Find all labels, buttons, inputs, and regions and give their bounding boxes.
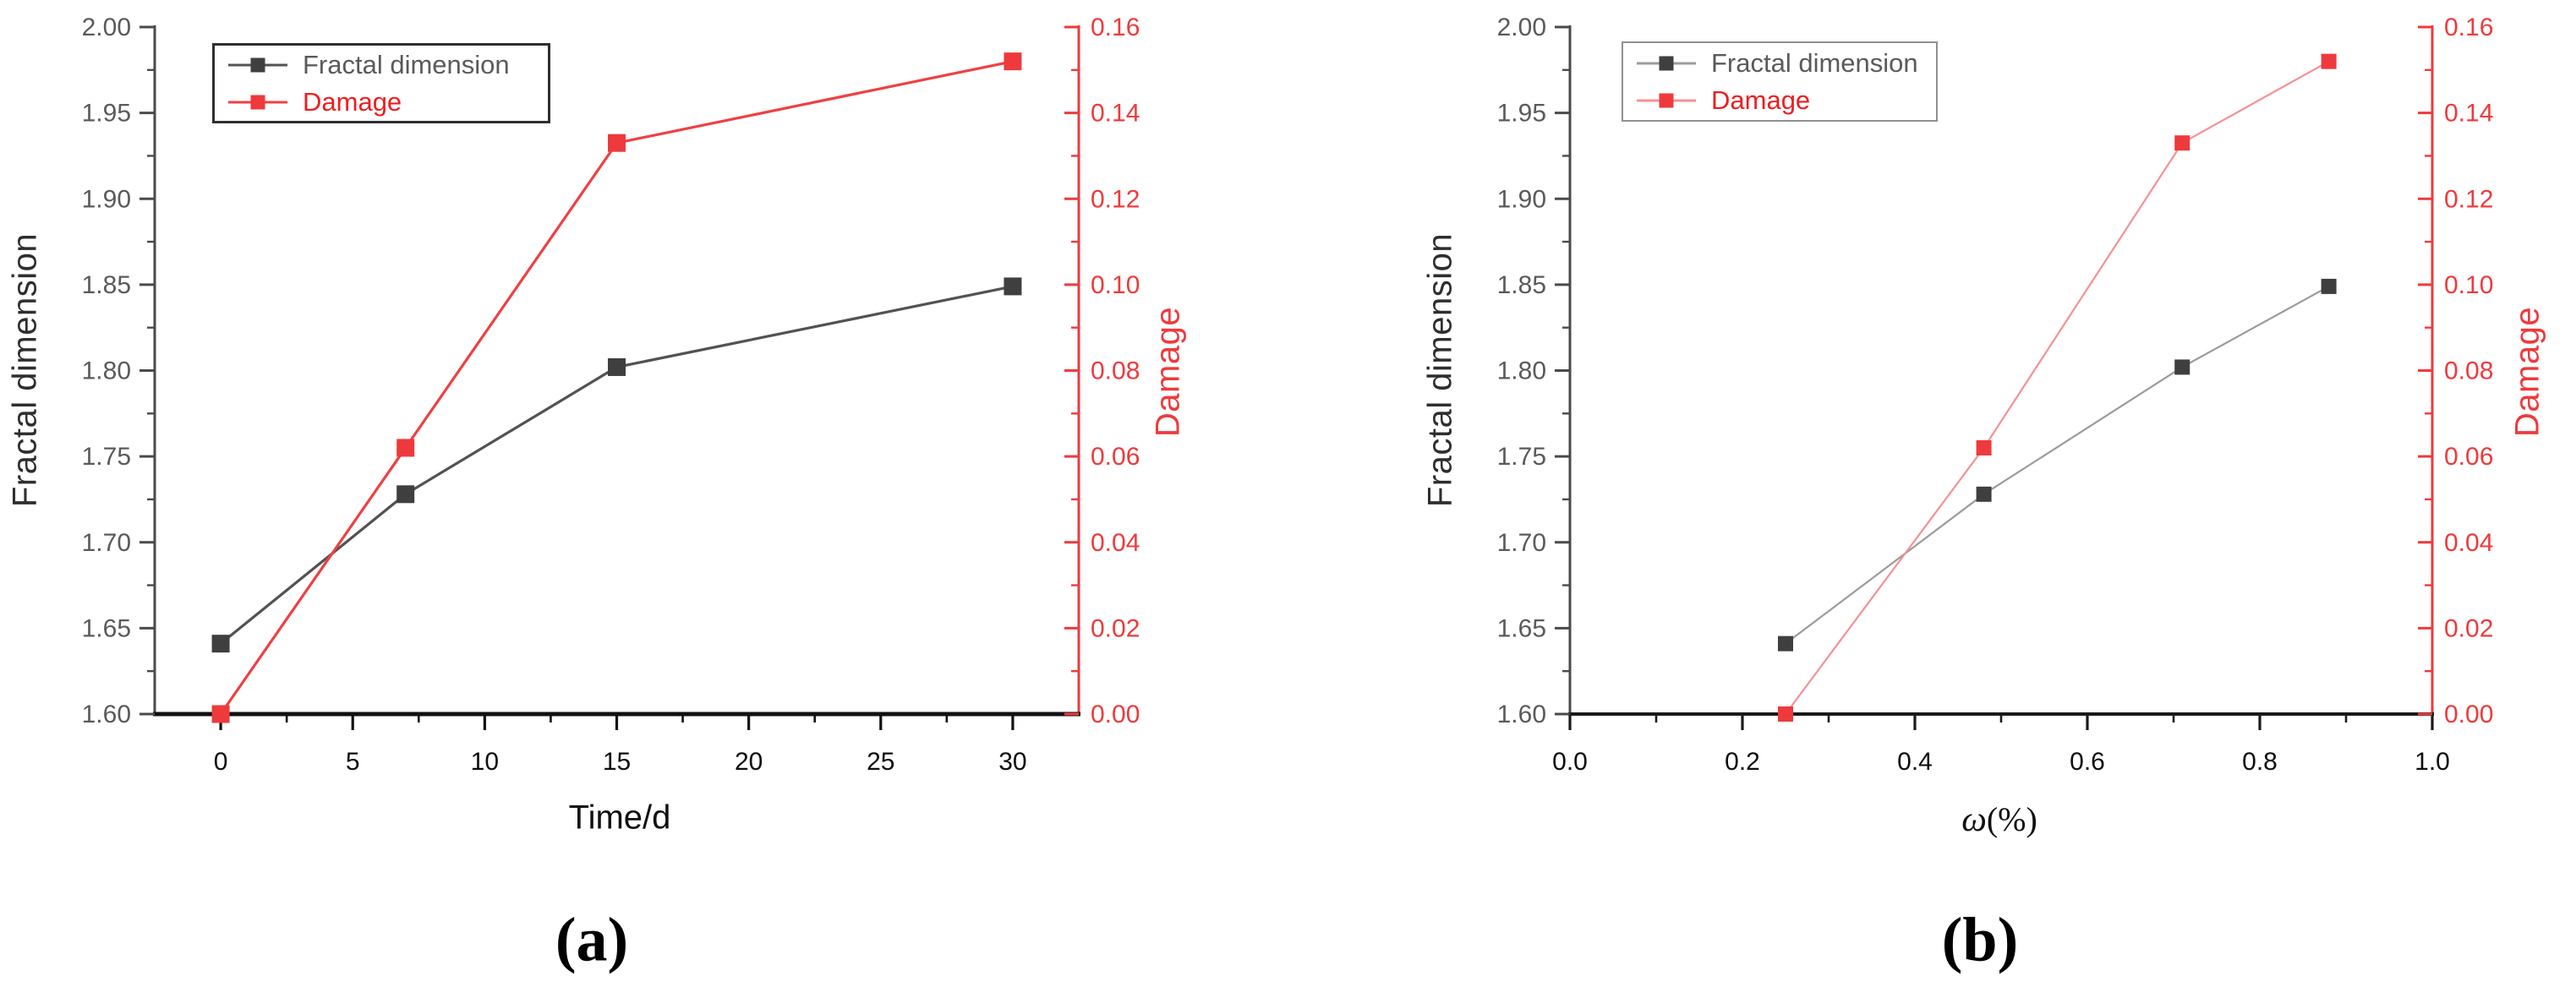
panel-a-left-axis-title: Fractal dimension [6, 232, 44, 508]
legend-label-damage: Damage [303, 86, 402, 117]
panel-a-x-tick-label: 10 [471, 748, 499, 776]
legend-item-damage: Damage [228, 85, 534, 119]
panel-b-y-right-tick-label: 0.14 [2444, 100, 2493, 128]
panel-a-y-right-tick-label: 0.10 [1091, 271, 1140, 299]
panel-a-y-left-tick-label: 1.85 [82, 271, 131, 299]
panel-a-x-tick-label: 20 [735, 748, 763, 776]
panel-a-x-tick-label: 5 [346, 748, 360, 776]
panel-b-y-left-tick-label: 1.70 [1497, 529, 1546, 557]
panel-a-y-right-tick-label: 0.04 [1091, 529, 1140, 557]
panel-a-x-tick-label: 0 [214, 748, 228, 776]
legend-item-fractal-dimension: Fractal dimension [228, 48, 534, 82]
panel-b-series-fractal-dimension-line [1785, 285, 2330, 645]
panel-a-caption: (a) [555, 905, 629, 975]
panel-a-y-left-tick-label: 2.00 [82, 14, 131, 41]
panel-b-legend: Fractal dimension Damage [1622, 41, 1938, 122]
panel-b-series-damage-marker [2321, 53, 2337, 69]
panel-b-y-left-tick-label: 2.00 [1497, 14, 1546, 41]
panel-b-y-left-tick-label: 1.65 [1497, 614, 1546, 642]
panel-a-y-right-tick-label: 0.16 [1091, 14, 1140, 41]
panel-b-y-right-tick-label: 0.02 [2444, 614, 2493, 642]
panel-a-series-fractal-dimension-marker [397, 485, 415, 504]
panel-b-y-right-tick-label: 0.06 [2444, 443, 2493, 471]
panel-a-y-left-tick-label: 1.70 [82, 529, 131, 557]
panel-a-y-left-tick-label: 1.95 [82, 100, 131, 128]
panel-a-y-left-tick-label: 1.75 [82, 443, 131, 471]
panel-b-series-fractal-dimension-marker [1778, 635, 1793, 652]
omega-symbol: ω [1961, 800, 1987, 839]
panel-b-series-damage-marker [1778, 706, 1793, 722]
panel-a-y-right-tick-label: 0.00 [1091, 701, 1140, 728]
panel-b-right-axis-title: Damage [2508, 306, 2546, 438]
legend-label-damage: Damage [1711, 85, 1811, 115]
panel-b-x-tick-label: 0.4 [1897, 748, 1933, 776]
panel-a-series-damage-marker [608, 134, 626, 152]
panel-b-y-right-tick-label: 0.12 [2444, 185, 2493, 213]
panel-a-series-fractal-dimension-marker [1004, 277, 1022, 296]
panel-a-y-left-tick-label: 1.90 [82, 185, 131, 213]
panel-a-series-damage-marker [211, 705, 230, 723]
panel-b-y-right-tick-label: 0.04 [2444, 529, 2493, 557]
panel-a-legend: Fractal dimension Damage [212, 43, 550, 123]
panel-b-series-fractal-dimension-marker [1976, 486, 1992, 502]
panel-b-y-left-tick-label: 1.60 [1497, 701, 1546, 728]
panel-b-series-damage-marker [1976, 439, 1992, 455]
legend-label-fractal-dimension: Fractal dimension [1711, 47, 1918, 78]
panel-a-right-axis-title: Damage [1149, 306, 1187, 438]
panel-a-y-right-tick-label: 0.06 [1091, 443, 1140, 471]
panel-b-x-tick-label: 1.0 [2415, 748, 2450, 776]
legend-item-fractal-dimension: Fractal dimension [1637, 46, 1922, 80]
legend-item-damage: Damage [1637, 84, 1922, 117]
panel-a-y-right-tick-label: 0.08 [1091, 357, 1140, 385]
panel-a-x-tick-label: 15 [603, 748, 631, 776]
panel-a-y-right-tick-label: 0.02 [1091, 614, 1140, 642]
panel-b-y-right-tick-label: 0.16 [2444, 14, 2493, 41]
panel-b-series-damage-line [1785, 60, 2330, 715]
panel-b-caption: (b) [1941, 905, 2019, 975]
panel-b-y-right-tick-label: 0.08 [2444, 357, 2493, 385]
damage-line-marker-swatch [228, 85, 287, 119]
panel-b-y-left-tick-label: 1.75 [1497, 443, 1546, 471]
panel-b-series-fractal-dimension-marker [2174, 359, 2190, 375]
damage-line-marker-swatch [1637, 84, 1696, 117]
panel-a-x-axis-title: Time/d [568, 799, 671, 837]
panel-a-series-fractal-dimension-line [220, 285, 1014, 645]
panel-b-y-left-tick-label: 1.95 [1497, 100, 1546, 128]
panel-b-x-tick-label: 0.8 [2242, 748, 2278, 776]
panel-b-left-axis-title: Fractal dimension [1421, 232, 1459, 508]
panel-b-y-left-tick-label: 1.90 [1497, 185, 1546, 213]
panel-b-x-axis-title: ω(%) [1961, 799, 2037, 840]
panel-a-series-fractal-dimension-marker [211, 635, 230, 653]
panel-b-y-left-tick-label: 1.80 [1497, 357, 1546, 385]
panel-a-x-tick-label: 25 [867, 748, 894, 776]
panel-b-series-fractal-dimension-marker [2321, 278, 2337, 294]
panel-a-y-right-tick-label: 0.14 [1091, 100, 1140, 128]
panel-a-series-fractal-dimension-marker [608, 357, 626, 376]
panel-a-series-damage-marker [1004, 52, 1022, 71]
panel-a-x-tick-label: 30 [998, 748, 1026, 776]
panel-a-y-right-tick-label: 0.12 [1091, 185, 1140, 213]
panel-a-y-left-tick-label: 1.80 [82, 357, 131, 385]
fractal-dimension-line-marker-swatch [228, 48, 287, 82]
panel-b-y-right-tick-label: 0.10 [2444, 271, 2493, 299]
panel-a-series-damage-marker [397, 439, 415, 457]
omega-unit: (%) [1986, 800, 2037, 838]
fractal-dimension-line-marker-swatch [1637, 46, 1696, 80]
panel-a-y-left-tick-label: 1.60 [82, 701, 131, 728]
legend-label-fractal-dimension: Fractal dimension [303, 49, 510, 79]
panel-b-series-damage-marker [2174, 135, 2190, 151]
panel-b-x-tick-label: 0.2 [1725, 748, 1760, 776]
panel-a-series-damage-line [219, 60, 1014, 715]
panel-b-y-left-tick-label: 1.85 [1497, 271, 1546, 299]
panel-b-x-tick-label: 0.0 [1552, 748, 1588, 776]
panel-b-y-right-tick-label: 0.00 [2444, 701, 2493, 728]
panel-b-x-tick-label: 0.6 [2070, 748, 2105, 776]
panel-a-y-left-tick-label: 1.65 [82, 614, 131, 642]
